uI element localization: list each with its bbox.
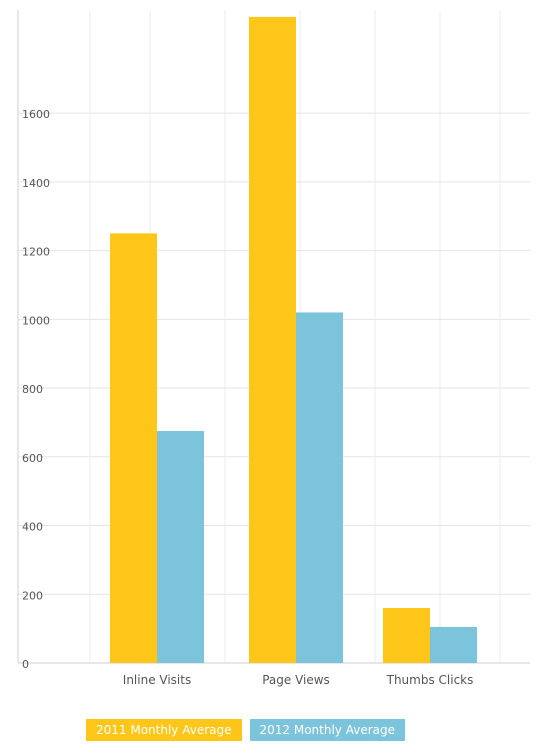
chart-legend: 2011 Monthly Average 2012 Monthly Average xyxy=(86,719,405,741)
y-tick-label: 0 xyxy=(22,658,29,671)
y-tick-label: 1400 xyxy=(22,177,50,190)
bar-series-1 xyxy=(110,233,157,664)
bar-series-2 xyxy=(296,312,343,663)
y-tick-label: 1200 xyxy=(22,246,50,259)
legend-item-1: 2011 Monthly Average xyxy=(86,719,242,741)
label-layer: 0 200 400 600 800 1000 1200 1400 1600 Inline Visi… xyxy=(22,108,473,687)
bar-series-2 xyxy=(157,431,204,663)
y-tick-label: 800 xyxy=(22,383,43,396)
bar-series-2 xyxy=(430,626,477,663)
x-category-label: Page Views xyxy=(262,673,330,687)
x-category-label: Inline Visits xyxy=(123,673,191,687)
x-category-label: Thumbs Clicks xyxy=(386,673,474,687)
y-tick-label: 400 xyxy=(22,521,43,534)
y-tick-label: 200 xyxy=(22,589,43,602)
y-tick-label: 1000 xyxy=(22,314,50,327)
y-tick-label: 1600 xyxy=(22,108,50,121)
bar-layer xyxy=(110,16,477,664)
y-tick-label: 600 xyxy=(22,452,43,465)
bar-series-1 xyxy=(249,16,296,664)
legend-item-2: 2012 Monthly Average xyxy=(249,719,405,741)
bar-series-1 xyxy=(383,608,430,663)
